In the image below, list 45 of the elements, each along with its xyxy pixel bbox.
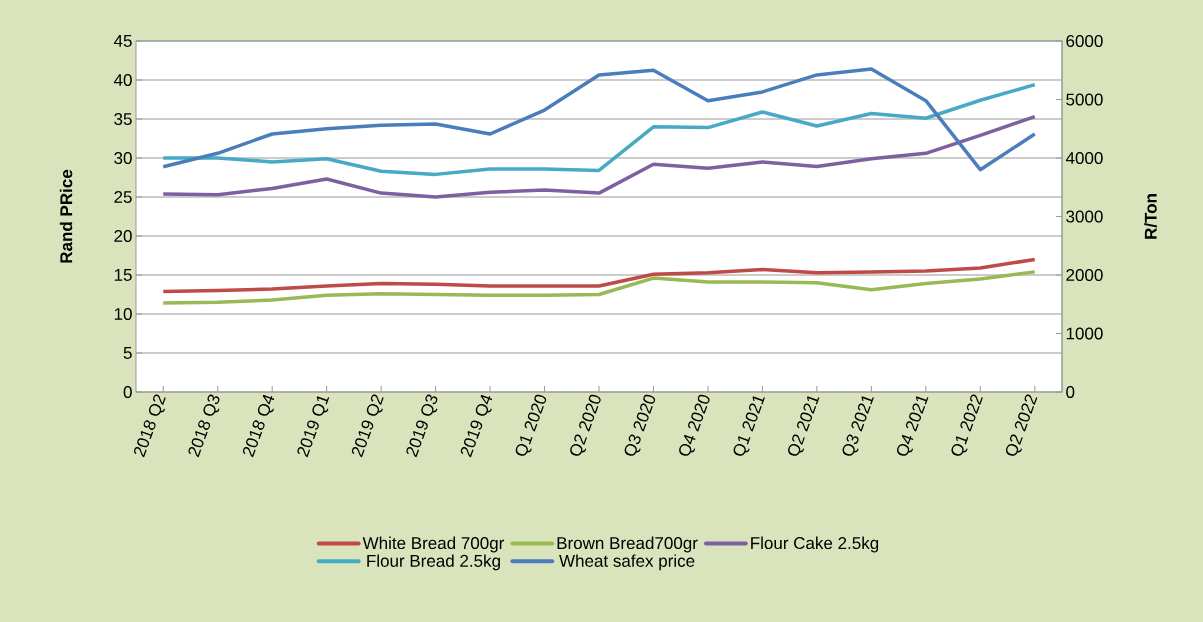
x-tick-label: Q4 2020 xyxy=(679,394,710,456)
line-series xyxy=(161,114,1037,199)
y-tick-label: 20 xyxy=(114,229,132,243)
y-tick-label: 40 xyxy=(113,73,132,87)
x-tick-label: 2019 Q1 xyxy=(297,396,330,458)
y2-tick-label: 3000 xyxy=(1066,210,1103,223)
y2-tick-label: 1000 xyxy=(1066,327,1103,340)
x-tick-label: Q2 2020 xyxy=(570,394,601,456)
line-series xyxy=(161,270,1037,305)
legend-label: Wheat safex price xyxy=(559,554,695,571)
x-tick-label: Q2 2022 xyxy=(1005,394,1038,456)
y2-tick-label: 6000 xyxy=(1066,34,1103,48)
x-tick-label: Q1 2022 xyxy=(951,394,983,456)
x-tick-label: 2019 Q3 xyxy=(406,394,438,458)
y-tick-label: 5 xyxy=(123,347,132,359)
x-tick-label: Q4 2021 xyxy=(897,396,929,456)
legend-label: Flour Bread 2.5kg xyxy=(367,554,500,571)
y-tick-label: 25 xyxy=(114,190,132,204)
x-tick-label: Q3 2020 xyxy=(624,394,656,456)
y2-tick-label: 4000 xyxy=(1065,151,1103,165)
x-tick-label: Q1 2020 xyxy=(515,394,547,456)
y-tick-label: 45 xyxy=(113,35,132,47)
y-axis-title: Rand PRice xyxy=(59,169,73,263)
line-series xyxy=(161,82,1037,177)
y2-tick-label: 5000 xyxy=(1066,93,1103,106)
x-tick-label: Q3 2021 xyxy=(842,396,874,456)
x-tick-label: 2018 Q2 xyxy=(133,394,166,458)
legend-label: White Bread 700gr xyxy=(362,536,505,553)
y-tick-label: 30 xyxy=(114,151,132,165)
y2-tick-label: 2000 xyxy=(1066,268,1103,282)
y-tick-label: 0 xyxy=(123,385,132,399)
x-tick-label: 2018 Q4 xyxy=(242,394,275,458)
x-tick-label: 2019 Q4 xyxy=(460,394,493,458)
legend-label: Brown Bread700gr xyxy=(557,536,698,553)
line-series xyxy=(161,67,1037,172)
y-tick-label: 35 xyxy=(114,112,132,126)
x-tick-label: 2019 Q2 xyxy=(351,394,384,458)
x-tick-label: Q2 2021 xyxy=(788,396,820,456)
x-tick-label: Q1 2021 xyxy=(733,396,765,456)
y-tick-label: 15 xyxy=(114,269,132,281)
y2-tick-label: 0 xyxy=(1066,385,1075,399)
x-tick-label: 2018 Q3 xyxy=(188,394,220,458)
y-tick-label: 10 xyxy=(114,307,132,321)
legend-label: Flour Cake 2.5kg xyxy=(751,536,879,553)
y2-axis-title: R/Ton xyxy=(1144,194,1157,239)
